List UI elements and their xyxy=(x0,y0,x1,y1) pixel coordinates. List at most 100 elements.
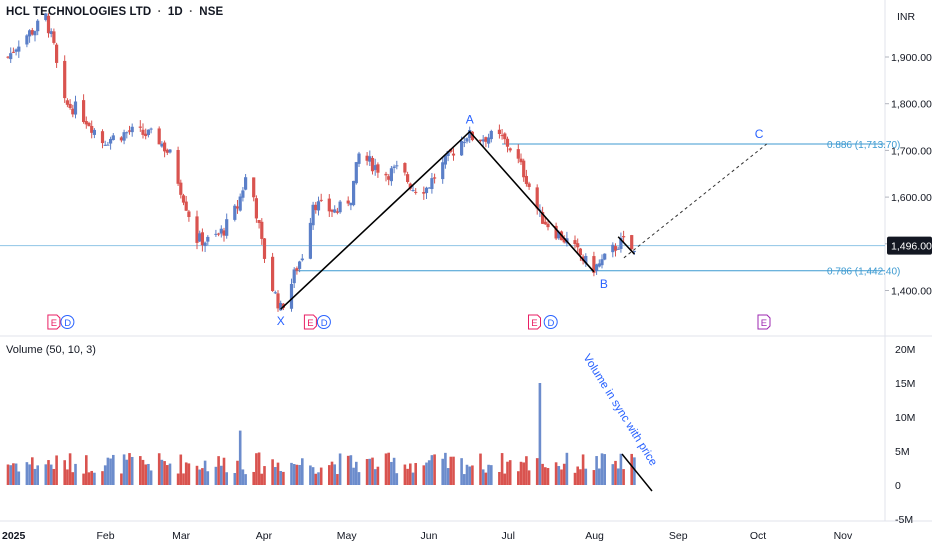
volume-bar[interactable] xyxy=(163,461,166,485)
candle-body[interactable] xyxy=(184,201,188,211)
candle-body[interactable] xyxy=(52,31,56,43)
candle-body[interactable] xyxy=(446,151,450,156)
volume-bar[interactable] xyxy=(600,453,604,485)
symbol-name[interactable]: HCL TECHNOLOGIES LTD xyxy=(6,6,152,18)
volume-bar[interactable] xyxy=(31,457,34,485)
candle-body[interactable] xyxy=(160,143,164,147)
volume-bar[interactable] xyxy=(487,464,490,485)
candle-body[interactable] xyxy=(535,187,539,209)
volume-bar[interactable] xyxy=(179,454,183,485)
volume-bar[interactable] xyxy=(481,469,485,485)
candle-body[interactable] xyxy=(613,246,618,251)
volume-bar[interactable] xyxy=(560,469,563,485)
volume-bar[interactable] xyxy=(411,472,415,485)
candle-body[interactable] xyxy=(349,202,353,206)
candle-body[interactable] xyxy=(298,261,302,269)
candle-body[interactable] xyxy=(157,128,161,145)
candle-body[interactable] xyxy=(376,164,380,173)
volume-bar[interactable] xyxy=(614,460,617,485)
volume-bar[interactable] xyxy=(409,463,412,485)
volume-bar[interactable] xyxy=(93,472,96,485)
volume-bar[interactable] xyxy=(87,472,91,485)
candle-body[interactable] xyxy=(262,238,267,259)
candle-body[interactable] xyxy=(557,231,561,239)
pattern-xab-line[interactable] xyxy=(280,130,595,310)
candle-body[interactable] xyxy=(214,233,218,235)
candle-body[interactable] xyxy=(49,31,53,34)
candle-body[interactable] xyxy=(90,125,94,133)
volume-bar[interactable] xyxy=(106,457,110,485)
candle-body[interactable] xyxy=(592,256,596,273)
candle-body[interactable] xyxy=(630,235,634,250)
volume-bar[interactable] xyxy=(579,469,582,485)
candle-body[interactable] xyxy=(71,108,75,115)
candle-body[interactable] xyxy=(111,135,115,141)
candle-body[interactable] xyxy=(138,126,142,128)
volume-bar[interactable] xyxy=(255,453,258,485)
candle-body[interactable] xyxy=(100,131,105,144)
candle-body[interactable] xyxy=(403,163,407,173)
candle-body[interactable] xyxy=(478,139,483,142)
candle-body[interactable] xyxy=(516,149,520,159)
volume-bar[interactable] xyxy=(319,467,323,485)
volume-bar[interactable] xyxy=(373,469,377,485)
volume-bar[interactable] xyxy=(498,471,501,485)
volume-bar[interactable] xyxy=(271,459,274,485)
candle-body[interactable] xyxy=(25,35,29,45)
volume-bar[interactable] xyxy=(546,468,550,485)
candle-body[interactable] xyxy=(443,154,447,165)
volume-bar[interactable] xyxy=(562,463,566,485)
pattern-short-trendline[interactable] xyxy=(617,236,635,255)
volume-bar[interactable] xyxy=(66,469,69,485)
volume-bar[interactable] xyxy=(328,465,331,485)
candle-body[interactable] xyxy=(219,228,223,234)
earnings-event-icon[interactable]: E xyxy=(47,314,61,330)
volume-bar[interactable] xyxy=(425,462,428,485)
volume-bar[interactable] xyxy=(220,465,223,485)
volume-bar[interactable] xyxy=(468,466,471,485)
pattern-bc-projection[interactable] xyxy=(623,143,768,259)
volume-bar[interactable] xyxy=(47,460,50,485)
volume-bar[interactable] xyxy=(314,473,318,485)
volume-bar[interactable] xyxy=(25,462,29,485)
candle-body[interactable] xyxy=(462,142,466,144)
volume-bar[interactable] xyxy=(260,473,264,485)
volume-bar[interactable] xyxy=(9,465,12,485)
candle-body[interactable] xyxy=(254,198,258,219)
volume-bar[interactable] xyxy=(368,458,372,485)
volume-bar[interactable] xyxy=(598,468,601,485)
candle-body[interactable] xyxy=(68,103,72,108)
candle-body[interactable] xyxy=(130,126,134,133)
price-axis[interactable]: 1,900.001,800.001,700.001,600.001,500.00… xyxy=(885,52,932,298)
volume-bar[interactable] xyxy=(130,456,134,485)
candle-body[interactable] xyxy=(233,205,237,220)
volume-bar[interactable] xyxy=(157,453,161,485)
candle-body[interactable] xyxy=(524,175,528,185)
volume-bar[interactable] xyxy=(538,383,542,485)
volume-bar[interactable] xyxy=(484,472,488,485)
volume-bar[interactable] xyxy=(333,464,336,485)
candle-body[interactable] xyxy=(279,302,283,311)
candle-body[interactable] xyxy=(392,166,396,168)
candle-body[interactable] xyxy=(73,101,78,115)
volume-bar[interactable] xyxy=(352,467,355,485)
volume-bar[interactable] xyxy=(581,454,585,485)
volume-bar[interactable] xyxy=(274,467,277,485)
candle-body[interactable] xyxy=(168,149,172,153)
volume-bar[interactable] xyxy=(584,468,588,485)
candle-body[interactable] xyxy=(46,15,51,34)
candle-body[interactable] xyxy=(149,128,153,130)
volume-bar[interactable] xyxy=(217,456,220,485)
candle-body[interactable] xyxy=(300,258,304,261)
volume-bar[interactable] xyxy=(479,453,482,485)
candle-body[interactable] xyxy=(384,173,388,176)
volume-bar[interactable] xyxy=(500,453,504,485)
candle-body[interactable] xyxy=(292,269,296,284)
volume-bar[interactable] xyxy=(346,455,350,485)
candle-body[interactable] xyxy=(144,133,148,137)
volume-bar[interactable] xyxy=(519,461,523,485)
volume-bar[interactable] xyxy=(365,459,369,485)
volume-bar[interactable] xyxy=(6,464,10,485)
volume-bar[interactable] xyxy=(441,458,444,485)
